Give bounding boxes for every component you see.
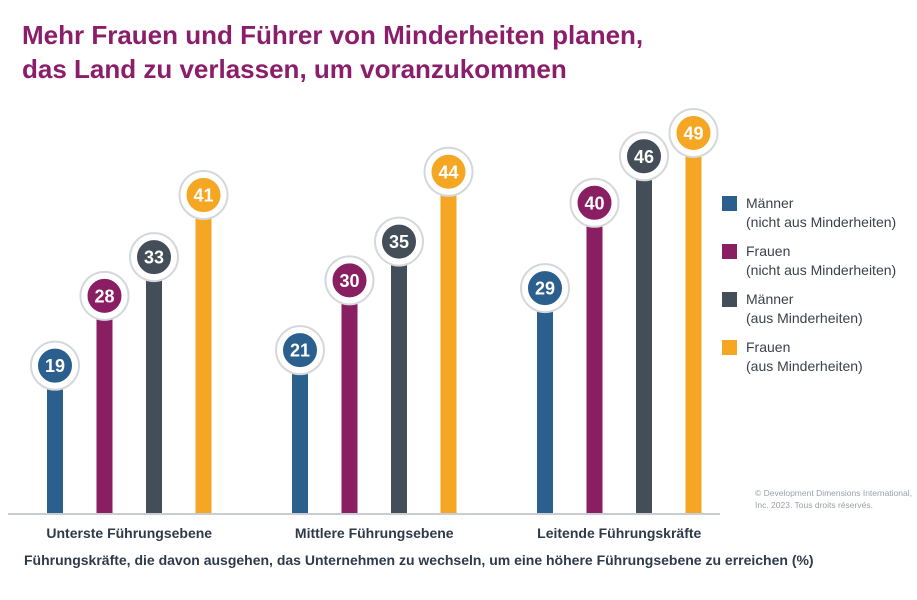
lollipop-stem — [586, 202, 603, 514]
lollipop-stem — [391, 241, 407, 513]
category-label: Mittlere Führungsebene — [295, 525, 454, 541]
lollipop-head — [281, 331, 319, 370]
data-label: 19 — [45, 356, 65, 376]
lollipop-head — [135, 238, 173, 277]
data-label: 41 — [193, 186, 213, 206]
legend-label: Frauen — [746, 339, 791, 355]
lollipop-stem — [146, 257, 162, 513]
lollipop-stem — [96, 295, 113, 513]
data-label: 40 — [584, 193, 604, 213]
legend-item-women-minority: Frauen (aus Minderheiten) — [722, 338, 912, 386]
legend-sublabel: (nicht aus Minderheiten) — [746, 262, 897, 278]
lollipop-stem — [195, 195, 212, 514]
lollipop-head — [429, 152, 468, 191]
lollipop-head — [575, 183, 614, 222]
data-label: 33 — [144, 248, 164, 268]
copyright-line-2: Inc. 2023. Tous droits réservés. — [755, 500, 873, 510]
legend-sublabel: (aus Minderheiten) — [746, 358, 863, 374]
lollipop-head — [36, 346, 74, 385]
lollipop-head — [526, 269, 564, 308]
legend-item-men-minority: Männer (aus Minderheiten) — [722, 290, 912, 338]
lollipop-head — [625, 137, 663, 176]
legend-swatch — [722, 340, 737, 355]
legend-swatch — [722, 292, 737, 307]
legend: Männer (nicht aus Minderheiten) Frauen (… — [722, 194, 912, 386]
legend-label: Männer — [746, 291, 794, 307]
legend-label: Männer — [746, 195, 794, 211]
lollipop-stem — [341, 280, 358, 513]
lollipop-stem — [47, 365, 63, 513]
lollipop-stem — [440, 171, 457, 513]
x-axis-caption: Führungskräfte, die davon ausgehen, das … — [24, 552, 814, 568]
lollipop-head — [184, 176, 223, 215]
copyright-note: © Development Dimensions International, … — [755, 487, 912, 511]
legend-sublabel: (aus Minderheiten) — [746, 310, 863, 326]
chart-title-line-1: Mehr Frauen und Führer von Minderheiten … — [22, 20, 644, 50]
data-label: 29 — [535, 279, 555, 299]
data-label: 44 — [438, 162, 458, 182]
copyright-line-1: © Development Dimensions International, — [755, 488, 912, 498]
data-label: 30 — [339, 271, 359, 291]
data-label: 28 — [94, 286, 114, 306]
chart-title: Mehr Frauen und Führer von Minderheiten … — [22, 18, 742, 86]
legend-item-men-non-minority: Männer (nicht aus Minderheiten) — [722, 194, 912, 242]
lollipop-head — [330, 261, 369, 300]
category-label: Leitende Führungskräfte — [537, 525, 701, 541]
lollipop-stem — [685, 133, 702, 513]
lollipop-head — [85, 276, 124, 315]
data-label: 35 — [389, 232, 409, 252]
lollipop-stem — [292, 350, 308, 513]
lollipop-head — [674, 114, 713, 153]
legend-label: Frauen — [746, 243, 791, 259]
chart-title-line-2: das Land zu verlassen, um voranzukommen — [22, 54, 567, 84]
data-label: 46 — [634, 147, 654, 167]
data-label: 49 — [683, 124, 703, 144]
lollipop-stem — [537, 288, 553, 513]
legend-sublabel: (nicht aus Minderheiten) — [746, 214, 897, 230]
legend-swatch — [722, 244, 737, 259]
category-label: Unterste Führungsebene — [46, 525, 212, 541]
lollipop-stem — [636, 156, 652, 513]
legend-item-women-non-minority: Frauen (nicht aus Minderheiten) — [722, 242, 912, 290]
lollipop-head — [380, 222, 418, 261]
data-label: 21 — [290, 341, 310, 361]
legend-swatch — [722, 196, 737, 211]
